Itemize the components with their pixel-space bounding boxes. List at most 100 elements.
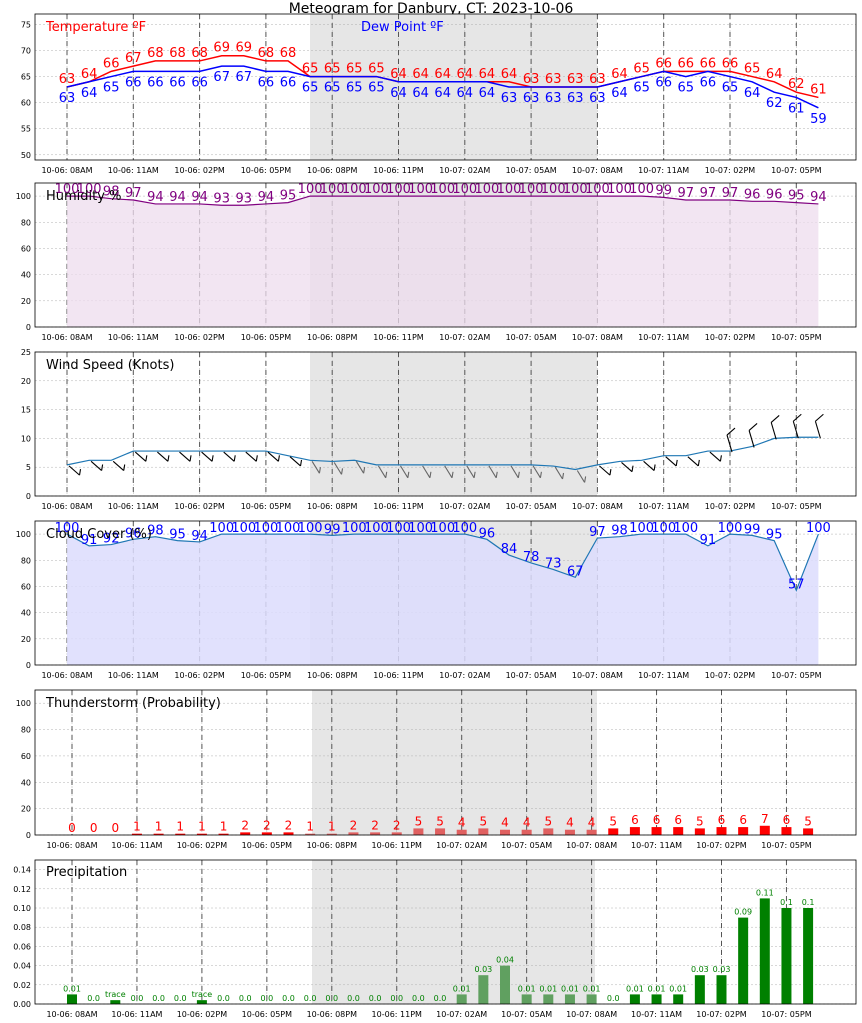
panel-title: Cloud Cover (%) <box>46 527 152 542</box>
dewpoint-value-label: 59 <box>810 112 827 127</box>
humidity-value-label: 100 <box>342 182 367 197</box>
panel-title: Thunderstorm (Probability) <box>45 696 221 711</box>
wind-barb-shaft <box>355 461 365 474</box>
x-tick-label: 10-06: 08PM <box>307 502 357 511</box>
dewpoint-value-label: 65 <box>722 81 739 96</box>
x-tick-label: 10-06: 05PM <box>241 333 291 342</box>
precip-value-label: 0.0 <box>217 994 230 1003</box>
wind-barb-shaft <box>311 461 320 474</box>
wind-barb <box>726 427 736 453</box>
x-tick-label: 10-07: 05AM <box>501 841 552 850</box>
cloud-value-label: 100 <box>364 521 389 536</box>
thunder-bar <box>175 833 186 835</box>
wind-barb-shaft <box>814 421 821 439</box>
thunder-bar <box>261 832 272 835</box>
thunder-bar <box>456 829 467 835</box>
wind-barb-flag <box>123 464 126 471</box>
wind-barb <box>576 470 587 483</box>
x-tick-label: 10-07: 11AM <box>631 841 682 850</box>
wind-barb <box>554 466 565 480</box>
y-tick-label: 15 <box>21 406 31 415</box>
cloud-value-label: 84 <box>501 542 518 557</box>
wind-barb <box>444 465 454 479</box>
precip-value-label: 0.01 <box>518 984 536 993</box>
dewpoint-value-label: 67 <box>213 70 230 85</box>
thunder-value-label: 2 <box>350 818 358 832</box>
cloud-value-label: 100 <box>209 521 234 536</box>
cloud-value-label: 100 <box>276 521 301 536</box>
x-tick-label: 10-07: 02AM <box>439 502 490 511</box>
precip-bar <box>196 1000 207 1004</box>
wind-barb <box>687 456 700 467</box>
y-tick-label: 0.10 <box>13 904 31 913</box>
y-tick-label: 0.02 <box>13 981 31 990</box>
cloud-value-label: 100 <box>386 521 411 536</box>
y-tick-label: 0.14 <box>13 866 31 875</box>
cloud-value-label: 96 <box>479 526 496 541</box>
panel-border <box>34 182 857 328</box>
wind-barb-flag <box>277 455 280 462</box>
temperature-value-label: 65 <box>744 62 761 77</box>
x-tick-label: 10-06: 05PM <box>242 841 292 850</box>
y-tick-label: 40 <box>21 271 31 280</box>
humidity-value-label: 100 <box>364 182 389 197</box>
y-tick-label: 0 <box>26 831 31 840</box>
precip-value-label: 0.0 <box>434 994 447 1003</box>
cloud-line <box>66 533 819 592</box>
x-tick-label: 10-06: 08AM <box>41 502 92 511</box>
thunder-value-label: 1 <box>306 820 314 834</box>
humidity-value-label: 94 <box>810 190 827 205</box>
precip-value-label: 0.01 <box>626 984 644 993</box>
night-shading <box>312 690 597 835</box>
wind-barb-shaft <box>444 465 453 479</box>
temperature-value-label: 67 <box>125 51 142 66</box>
thunder-bar <box>478 828 489 835</box>
dewpoint-value-label: 64 <box>611 86 628 101</box>
wind-barb-flag <box>363 467 366 474</box>
thunder-bar <box>240 832 251 835</box>
dewpoint-value-label: 64 <box>81 86 98 101</box>
x-tick-label: 10-07: 05PM <box>771 166 821 175</box>
x-tick-label: 10-06: 08PM <box>307 333 357 342</box>
precip-value-label: 0.0 <box>304 994 317 1003</box>
x-tick-label: 10-07: 05PM <box>761 841 811 850</box>
wind-barb-shaft <box>554 466 563 480</box>
wind-barb-shaft <box>333 462 342 475</box>
x-tick-label: 10-07: 02AM <box>439 333 490 342</box>
precip-bar <box>738 917 749 1004</box>
precip-value-label: 0.11 <box>756 888 774 897</box>
x-tick-label: 10-06: 05PM <box>241 502 291 511</box>
humidity-value-label: 96 <box>744 187 761 202</box>
wind-barb-flag <box>697 459 700 467</box>
precip-value-label: 0.0 <box>607 994 620 1003</box>
thunder-value-label: 5 <box>436 814 444 828</box>
thunder-value-label: 1 <box>155 820 163 834</box>
cloud-value-label: 67 <box>567 564 584 579</box>
wind-barb-flag <box>473 471 476 478</box>
x-tick-label: 10-06: 08PM <box>307 166 357 175</box>
x-tick-label: 10-06: 11PM <box>373 166 423 175</box>
wind-barb-flag <box>815 413 824 422</box>
cloud-value-label: 94 <box>191 529 208 544</box>
temperature-value-label: 68 <box>258 46 275 61</box>
x-tick-label: 10-06: 11PM <box>372 1010 422 1019</box>
thunder-value-label: 4 <box>523 816 531 830</box>
wind-barb-flag <box>101 464 104 471</box>
x-tick-label: 10-06: 05PM <box>242 1010 292 1019</box>
temperature-value-label: 64 <box>766 67 783 82</box>
wind-barb-shaft <box>770 422 777 440</box>
precip-value-label: trace <box>192 990 213 999</box>
humidity-value-label: 100 <box>386 182 411 197</box>
y-tick-label: 100 <box>16 530 31 539</box>
thunder-bar <box>391 832 402 835</box>
temperature-value-label: 64 <box>412 67 429 82</box>
thunder-value-label: 5 <box>480 814 488 828</box>
wind-barb-flag <box>189 455 192 462</box>
y-tick-label: 55 <box>21 125 31 134</box>
cloud-value-label: 91 <box>81 533 98 548</box>
humidity-value-label: 100 <box>563 182 588 197</box>
precip-value-label: 0.0 <box>390 994 403 1003</box>
precip-bar <box>673 994 684 1004</box>
temperature-legend: Temperature ºF <box>45 20 146 35</box>
wind-barb-shaft <box>157 451 169 462</box>
